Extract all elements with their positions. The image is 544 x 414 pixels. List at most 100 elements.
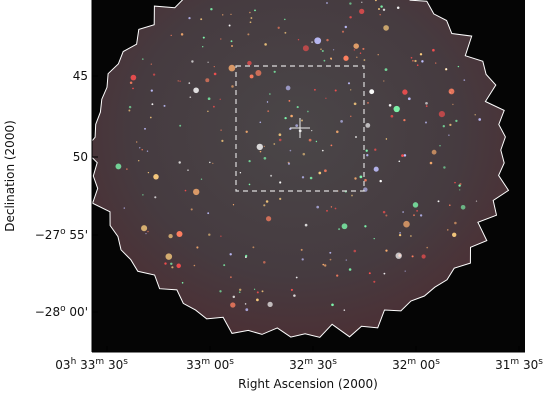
star xyxy=(301,176,305,179)
star xyxy=(255,70,262,76)
star xyxy=(141,149,143,151)
star xyxy=(364,225,367,228)
star xyxy=(454,181,456,184)
star xyxy=(403,220,410,228)
star xyxy=(267,110,270,113)
star xyxy=(399,232,401,234)
tick-sup: m xyxy=(95,357,104,367)
star xyxy=(384,68,388,71)
star xyxy=(447,229,449,231)
star xyxy=(239,171,242,174)
star xyxy=(404,270,406,272)
star xyxy=(136,141,138,143)
star xyxy=(443,166,446,169)
star xyxy=(365,149,368,152)
star xyxy=(330,144,333,147)
star xyxy=(284,31,287,34)
star xyxy=(478,118,482,121)
star xyxy=(448,134,450,136)
star xyxy=(425,121,427,124)
star xyxy=(152,73,156,76)
star xyxy=(153,174,159,180)
star xyxy=(230,302,236,308)
star xyxy=(421,60,424,63)
star xyxy=(425,101,428,105)
tick-sup: s xyxy=(435,357,440,367)
star xyxy=(247,60,252,66)
star xyxy=(232,204,235,206)
star xyxy=(200,18,203,21)
star xyxy=(229,276,232,279)
star xyxy=(263,204,266,207)
star xyxy=(273,70,276,73)
star xyxy=(202,36,205,39)
star xyxy=(254,9,256,12)
star xyxy=(244,303,247,305)
star xyxy=(313,88,316,91)
star xyxy=(147,230,149,233)
star xyxy=(353,249,357,253)
y-axis-label: Declination (2000) xyxy=(3,120,17,232)
star xyxy=(380,5,383,8)
star xyxy=(336,274,339,277)
star xyxy=(278,138,282,142)
star xyxy=(414,59,417,63)
star xyxy=(290,288,293,291)
tick-text: 30 xyxy=(108,358,123,372)
star xyxy=(247,33,250,36)
star xyxy=(334,207,337,210)
star xyxy=(128,105,132,109)
star xyxy=(285,85,291,91)
tick-sup: m xyxy=(304,357,313,367)
star xyxy=(412,59,414,62)
x-tick-label: 32m 00s xyxy=(392,357,440,372)
star xyxy=(350,89,352,91)
star xyxy=(221,139,224,143)
star xyxy=(382,8,386,11)
star xyxy=(295,276,298,279)
star xyxy=(177,80,179,82)
star xyxy=(449,123,452,127)
star xyxy=(398,160,401,163)
star xyxy=(147,171,150,174)
star xyxy=(432,48,435,52)
star xyxy=(459,189,461,191)
star xyxy=(326,2,328,4)
star xyxy=(170,34,172,37)
star xyxy=(176,230,183,238)
axes-frame xyxy=(91,0,525,353)
star xyxy=(245,308,249,312)
star xyxy=(213,65,215,68)
star xyxy=(396,6,400,9)
star xyxy=(326,209,328,212)
star xyxy=(231,85,234,88)
star xyxy=(190,208,193,211)
star xyxy=(445,68,448,70)
star xyxy=(457,65,460,68)
star xyxy=(353,49,356,51)
star xyxy=(402,211,404,213)
tick-text: 00 xyxy=(214,358,229,372)
star xyxy=(403,154,407,157)
tick-sup: s xyxy=(538,357,543,367)
star xyxy=(141,225,148,232)
star xyxy=(368,272,371,275)
star xyxy=(187,169,189,171)
star xyxy=(266,101,269,103)
star xyxy=(296,106,299,109)
star xyxy=(164,262,167,265)
star xyxy=(188,82,191,84)
star xyxy=(459,182,462,186)
tick-sup: s xyxy=(123,357,128,367)
star xyxy=(232,295,236,299)
star xyxy=(338,228,341,231)
star xyxy=(321,49,324,53)
star xyxy=(316,205,320,209)
star xyxy=(407,97,411,101)
star xyxy=(344,25,348,29)
star xyxy=(144,127,146,130)
star xyxy=(388,104,392,107)
star xyxy=(302,152,306,156)
star xyxy=(431,149,437,155)
star xyxy=(403,118,406,122)
